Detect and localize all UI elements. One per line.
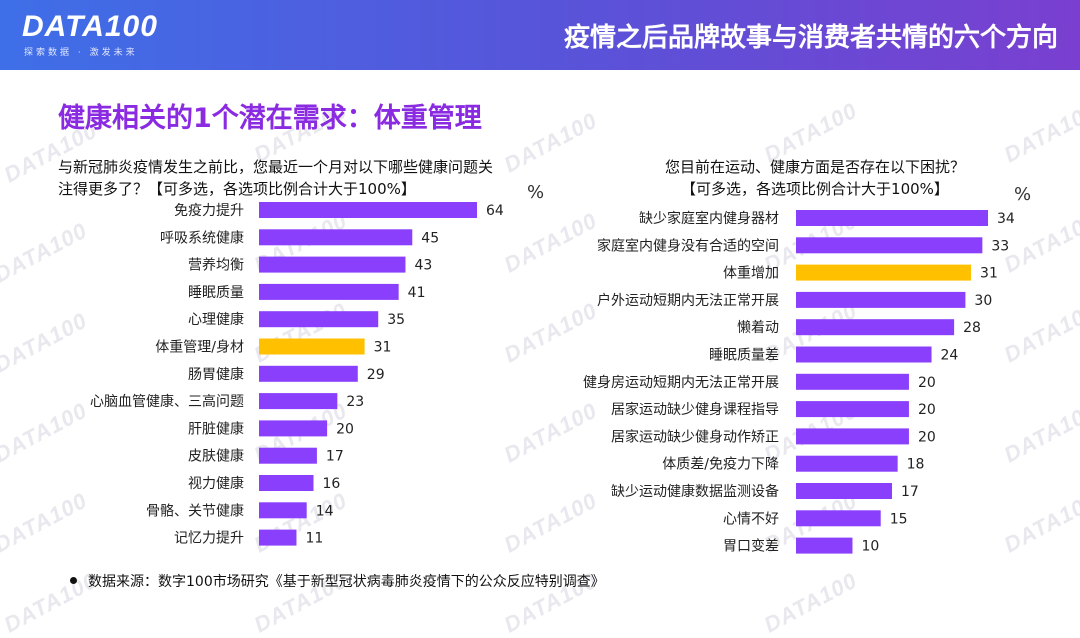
category-label: 视力健康 [188,475,244,492]
category-label: 心脑血管健康、三高问题 [90,393,244,410]
bar [259,365,358,382]
bar [796,319,955,336]
bar [259,529,297,546]
value-label: 17 [901,484,919,500]
category-label: 户外运动短期内无法正常开展 [597,292,779,309]
category-label: 缺少运动健康数据监测设备 [611,483,779,500]
value-label: 28 [963,320,981,336]
category-label: 体质差/免疫力下降 [662,457,779,473]
left-question-line-1: 与新冠肺炎疫情发生之前比，您最近一个月对以下哪些健康问题关 [58,158,494,176]
value-label: 15 [890,511,908,527]
category-label: 记忆力提升 [174,531,244,547]
category-label: 胃口变差 [723,539,779,555]
right-chart-question: 您目前在运动、健康方面是否存在以下困扰？ 【可多选，各选项比例合计大于100%】 [600,156,1030,200]
right-unit-label: % [1014,184,1032,205]
value-label: 11 [305,531,323,547]
category-label: 居家运动缺少健身动作矫正 [611,428,779,445]
bar [796,373,909,390]
bar [259,311,379,328]
value-label: 24 [941,348,959,364]
category-label: 骨骼、关节健康 [146,502,244,519]
right-question-line-1: 您目前在运动、健康方面是否存在以下困扰？ [664,158,965,176]
bar [259,283,399,300]
category-label: 缺少家庭室内健身器材 [639,210,779,227]
value-label: 31 [980,266,998,282]
value-label: 20 [918,402,936,418]
value-label: 18 [907,457,925,473]
bar [796,401,909,418]
category-label: 体重增加 [723,266,779,282]
category-label: 心情不好 [723,511,779,527]
bar [259,475,314,491]
value-label: 41 [408,285,426,301]
bar [796,455,898,472]
value-label: 16 [323,476,341,492]
brand-tagline: 探索数据 · 激发未来 [24,48,138,58]
bar [259,229,413,246]
bar [796,428,909,445]
value-label: 10 [861,539,879,555]
value-label: 29 [367,367,385,383]
bar [796,291,966,308]
bar [796,237,983,254]
category-label: 睡眠质量差 [709,348,779,364]
source-bullet [70,577,77,584]
bar [796,346,932,363]
category-label: 家庭室内健身没有合适的空间 [597,237,779,254]
left-unit-label: % [527,182,545,203]
category-label: 呼吸系统健康 [160,229,244,246]
header-bar: DATA100 探索数据 · 激发未来 疫情之后品牌故事与消费者共情的六个方向 [0,0,1080,70]
category-label: 免疫力提升 [174,203,244,219]
value-label: 31 [374,340,392,356]
value-label: 45 [421,230,439,246]
highlight-bar [259,338,365,355]
bar [796,483,892,499]
bar-charts: 免疫力提升 64 呼吸系统健康 45 营养均衡 43 睡眠质量 41 心理健康 35 体重管理/身材… [90,202,1015,555]
bar [259,447,317,464]
category-label: 肠胃健康 [188,366,244,383]
left-chart-question: 与新冠肺炎疫情发生之前比，您最近一个月对以下哪些健康问题关 注得更多了？【可多选… [58,156,548,200]
category-label: 皮肤健康 [188,448,244,465]
category-label: 健身房运动短期内无法正常开展 [583,375,779,391]
value-label: 20 [918,429,936,445]
category-label: 睡眠质量 [188,285,244,301]
value-label: 33 [991,238,1009,254]
category-label: 心理健康 [188,311,244,328]
value-label: 35 [387,312,405,328]
bar [259,202,477,218]
value-label: 23 [346,394,364,410]
category-label: 懒着动 [737,320,779,336]
value-label: 20 [336,421,354,437]
bar [796,210,988,226]
source-note: 数据来源：数字100市场研究《基于新型冠状病毒肺炎疫情下的公众反应特别调查》 [88,574,605,590]
value-label: 17 [326,449,344,465]
bar [259,393,338,410]
category-label: 营养均衡 [188,258,244,274]
value-label: 64 [486,203,504,219]
value-label: 43 [414,258,432,274]
category-label: 体重管理/身材 [155,340,244,356]
left-question-line-2: 注得更多了？【可多选，各选项比例合计大于100%】 [58,180,416,198]
category-label: 居家运动缺少健身课程指导 [611,401,779,418]
bar [259,502,307,519]
right-question-line-2: 【可多选，各选项比例合计大于100%】 [681,180,949,198]
category-label: 肝脏健康 [188,420,244,437]
value-label: 34 [997,211,1015,227]
value-label: 20 [918,375,936,391]
brand-logo: DATA100 [22,10,158,43]
section-title: 健康相关的1个潜在需求：体重管理 [58,103,482,134]
value-label: 30 [974,293,992,309]
bar [259,420,328,437]
bar [796,510,881,527]
value-label: 14 [316,503,334,519]
bar [796,537,853,554]
bar [259,256,406,273]
page-title: 疫情之后品牌故事与消费者共情的六个方向 [563,23,1058,53]
highlight-bar [796,264,972,281]
